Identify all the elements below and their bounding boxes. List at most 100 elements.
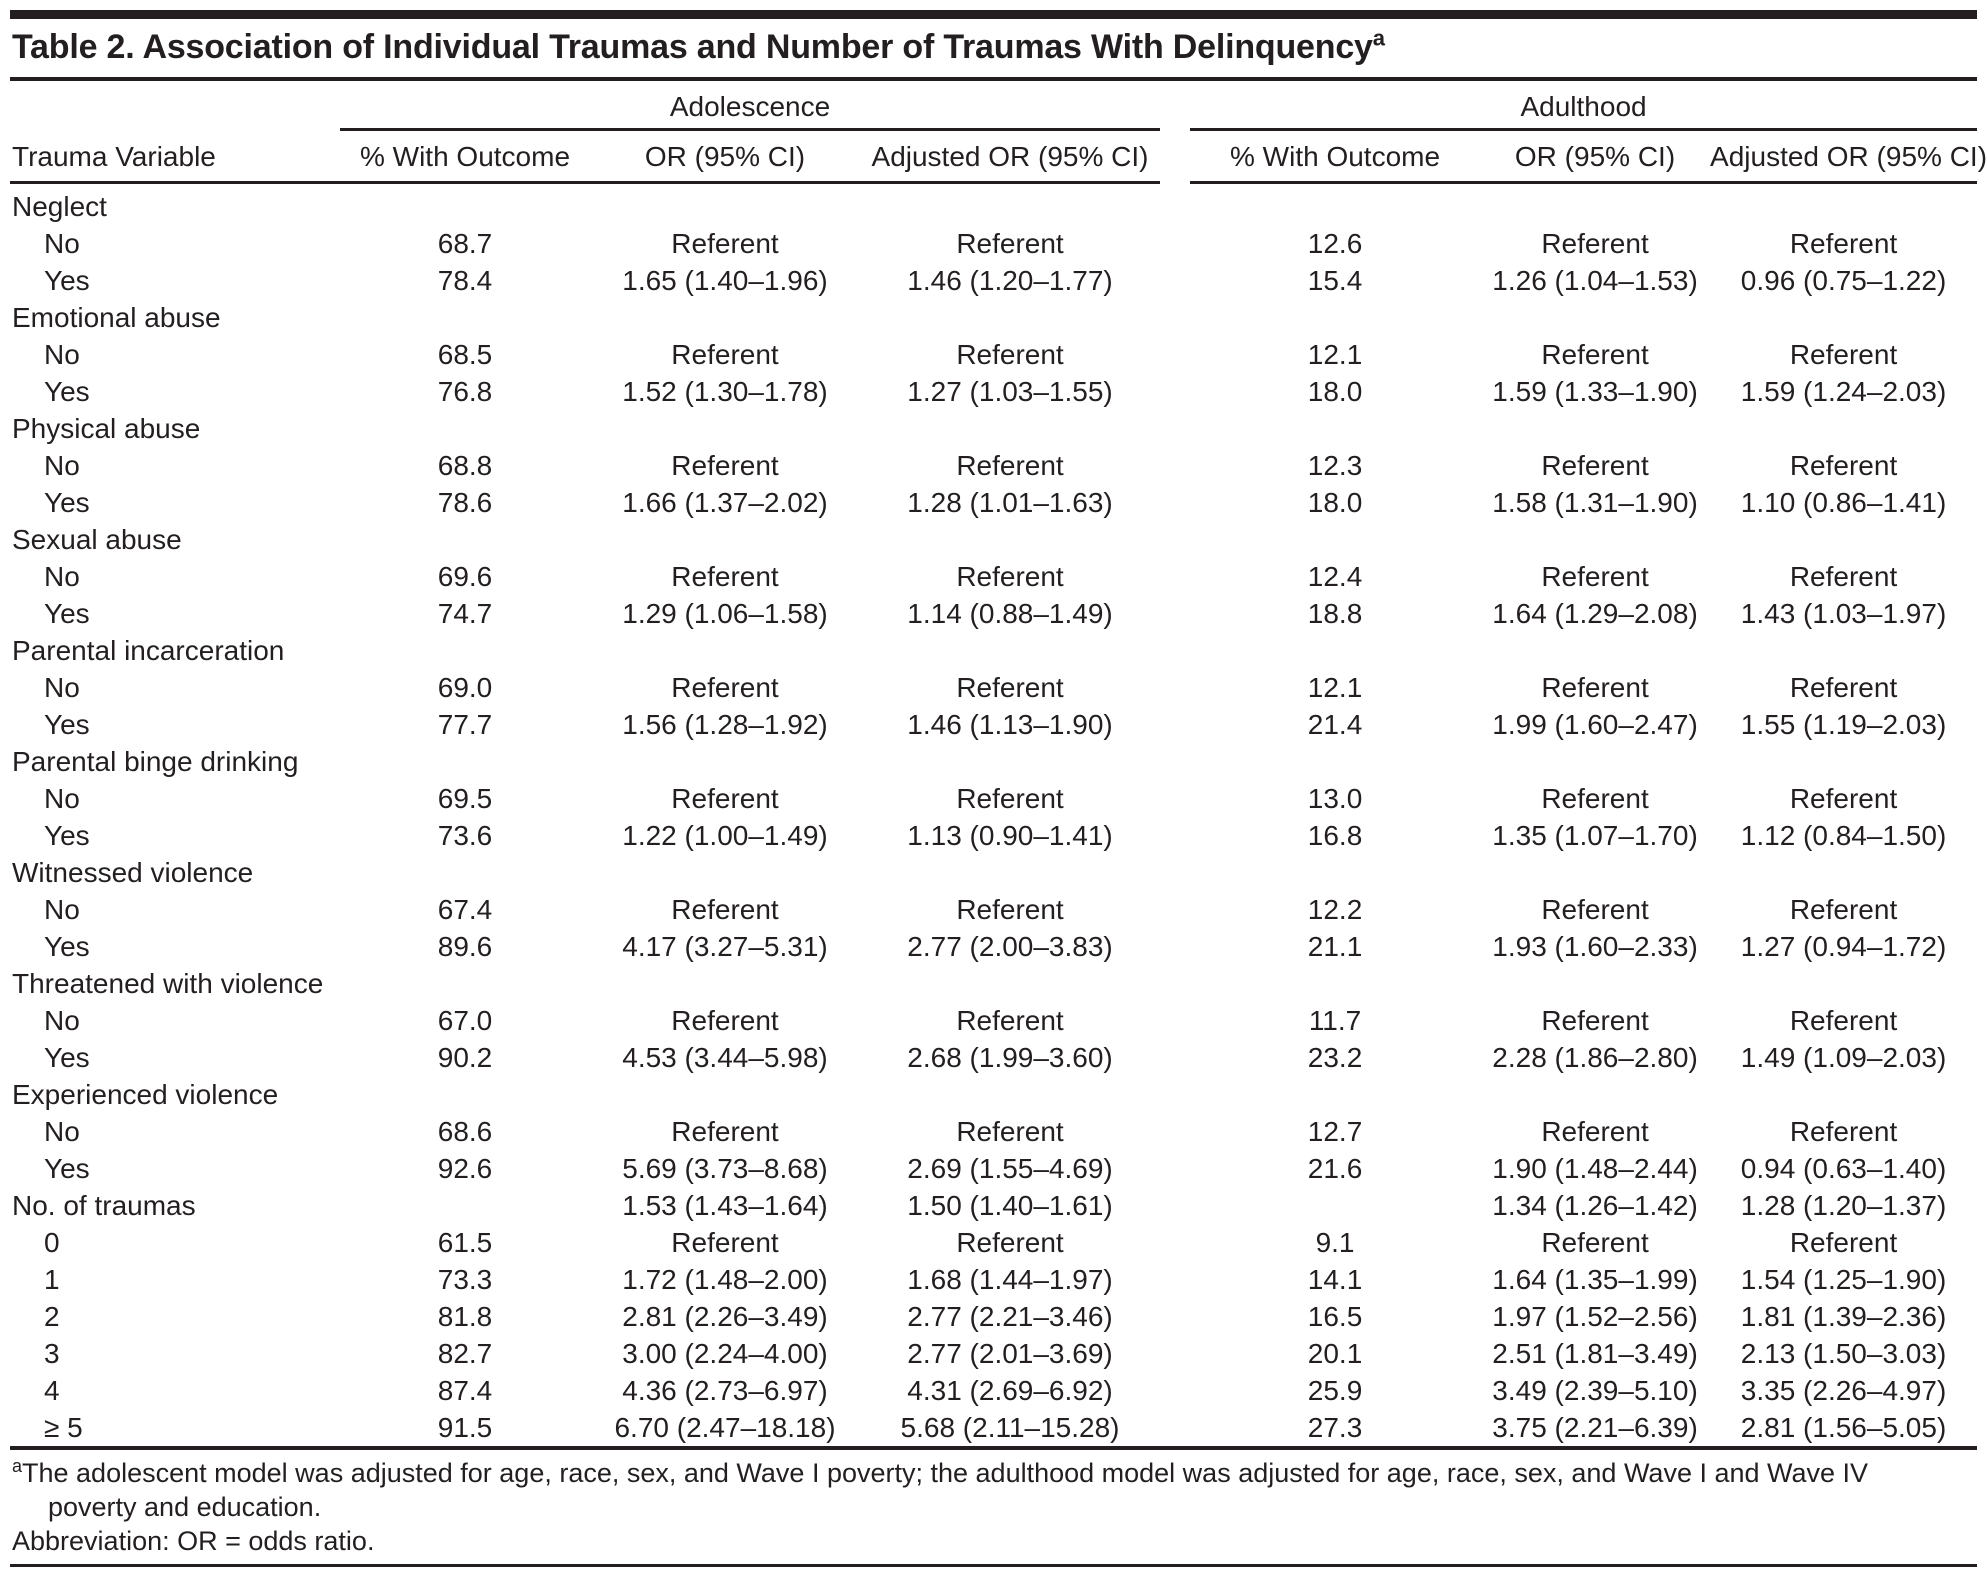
table-row: No 69.6 Referent Referent 12.4 Referent Refere… — [10, 558, 1977, 595]
cell-value — [1190, 410, 1480, 447]
column-spacer — [1160, 558, 1190, 595]
table-row: Emotional abuse — [10, 299, 1977, 336]
cell-value — [590, 965, 860, 1002]
cell-value: Referent — [956, 561, 1064, 592]
cell-value — [340, 743, 590, 780]
column-spacer — [1160, 1076, 1190, 1113]
cell-value: 4.17 (3.27–5.31) — [622, 931, 828, 962]
row-label: Yes — [44, 376, 90, 407]
cell-value: 12.1 — [1307, 339, 1363, 370]
cell-value: 1.35 (1.07–1.70) — [1492, 820, 1698, 851]
cell-value: Referent — [1789, 1227, 1898, 1258]
row-label: No — [44, 672, 80, 703]
cell-value: 2.51 (1.81–3.49) — [1492, 1338, 1698, 1369]
cell-value: 2.13 (1.50–3.03) — [1740, 1338, 1947, 1369]
cell-value — [340, 965, 590, 1002]
cell-value: 2.81 (2.26–3.49) — [622, 1301, 828, 1332]
cell-value: Referent — [671, 783, 779, 814]
cell-value: Referent — [1789, 339, 1898, 370]
column-header-adolescence-or: OR (95% CI) — [590, 129, 860, 184]
cell-value: Referent — [1789, 783, 1898, 814]
row-label: Neglect — [12, 191, 107, 222]
column-spacer — [1160, 262, 1190, 299]
cell-value: 12.7 — [1307, 1116, 1363, 1147]
cell-value: 1.97 (1.52–2.56) — [1492, 1301, 1698, 1332]
row-label: Yes — [44, 487, 90, 518]
table-row: 3 82.7 3.00 (2.24–4.00) 2.77 (2.01–3.69) 20.… — [10, 1335, 1977, 1372]
row-label: Parental incarceration — [12, 635, 285, 666]
cell-value: 1.68 (1.44–1.97) — [907, 1264, 1113, 1295]
results-table-body: Neglect No 68.7 Referent Referent 12.6 Referen… — [10, 183, 1977, 1449]
cell-value: 0.94 (0.63–1.40) — [1740, 1153, 1947, 1184]
cell-value: 2.77 (2.01–3.69) — [907, 1338, 1113, 1369]
cell-value: 1.34 (1.26–1.42) — [1492, 1190, 1698, 1221]
cell-value — [860, 410, 1160, 447]
cell-value: 78.4 — [437, 265, 493, 296]
cell-value — [1710, 521, 1977, 558]
cell-value: 1.26 (1.04–1.53) — [1492, 265, 1698, 296]
cell-value: 25.9 — [1307, 1375, 1363, 1406]
cell-value: 1.59 (1.33–1.90) — [1492, 376, 1698, 407]
cell-value — [340, 854, 590, 891]
column-spacer — [1160, 743, 1190, 780]
table-row: Yes 92.6 5.69 (3.73–8.68) 2.69 (1.55–4.69) 2… — [10, 1150, 1977, 1187]
cell-value: Referent — [1541, 894, 1649, 925]
cell-value — [1710, 410, 1977, 447]
row-label: Yes — [44, 265, 90, 296]
cell-value: 3.00 (2.24–4.00) — [622, 1338, 828, 1369]
cell-value: Referent — [671, 672, 779, 703]
cell-value: 16.5 — [1307, 1301, 1363, 1332]
row-label: No — [44, 1005, 80, 1036]
cell-value: 20.1 — [1307, 1338, 1363, 1369]
column-spacer — [1160, 1039, 1190, 1076]
cell-value: Referent — [1789, 228, 1898, 259]
table-row: Neglect — [10, 183, 1977, 226]
cell-value: 4.53 (3.44–5.98) — [622, 1042, 828, 1073]
row-label: Experienced violence — [12, 1079, 279, 1110]
cell-value: Referent — [956, 339, 1064, 370]
table-row: Sexual abuse — [10, 521, 1977, 558]
column-spacer — [1160, 1187, 1190, 1224]
cell-value — [590, 1076, 860, 1113]
cell-value: 68.8 — [437, 450, 493, 481]
cell-value: 67.0 — [437, 1005, 493, 1036]
cell-value: 78.6 — [437, 487, 493, 518]
cell-value: Referent — [1541, 1005, 1649, 1036]
footnote-a-text: The adolescent model was adjusted for ag… — [22, 1458, 1869, 1488]
cell-value: 1.14 (0.88–1.49) — [907, 598, 1113, 629]
cell-value: 3.35 (2.26–4.97) — [1740, 1375, 1947, 1406]
row-label: 3 — [44, 1338, 60, 1369]
cell-value: Referent — [1789, 561, 1898, 592]
cell-value: Referent — [956, 450, 1064, 481]
cell-value — [1480, 410, 1710, 447]
cell-value — [1710, 632, 1977, 669]
cell-value: 82.7 — [437, 1338, 493, 1369]
table-row: Parental binge drinking — [10, 743, 1977, 780]
table-row: 2 81.8 2.81 (2.26–3.49) 2.77 (2.21–3.46) 16.… — [10, 1298, 1977, 1335]
cell-value — [1190, 1187, 1480, 1224]
cell-value: 1.12 (0.84–1.50) — [1740, 820, 1947, 851]
row-label: No. of traumas — [12, 1190, 196, 1221]
column-spacer — [1160, 484, 1190, 521]
cell-value: 69.5 — [437, 783, 493, 814]
column-spacer — [1160, 373, 1190, 410]
table-row: Yes 89.6 4.17 (3.27–5.31) 2.77 (2.00–3.83) 2… — [10, 928, 1977, 965]
column-spacer — [1160, 521, 1190, 558]
table-row: 4 87.4 4.36 (2.73–6.97) 4.31 (2.69–6.92) 25.… — [10, 1372, 1977, 1409]
cell-value — [860, 743, 1160, 780]
cell-value: 68.6 — [437, 1116, 493, 1147]
column-spacer — [1160, 1002, 1190, 1039]
cell-value: 9.1 — [1315, 1227, 1355, 1258]
results-table: Trauma Variable Adolescence Adulthood % … — [10, 83, 1987, 1450]
table-header: Trauma Variable Adolescence Adulthood % … — [10, 83, 1987, 184]
footnote-a-line1: aThe adolescent model was adjusted for a… — [12, 1456, 1977, 1490]
cell-value — [1480, 183, 1710, 226]
cell-value — [1190, 1076, 1480, 1113]
table-title-footnote-marker: a — [1372, 25, 1385, 51]
table-row: No 67.4 Referent Referent 12.2 Referent Refere… — [10, 891, 1977, 928]
cell-value: Referent — [1789, 894, 1898, 925]
table-row: Yes 77.7 1.56 (1.28–1.92) 1.46 (1.13–1.90) 2… — [10, 706, 1977, 743]
cell-value — [1480, 854, 1710, 891]
cell-value — [1480, 521, 1710, 558]
